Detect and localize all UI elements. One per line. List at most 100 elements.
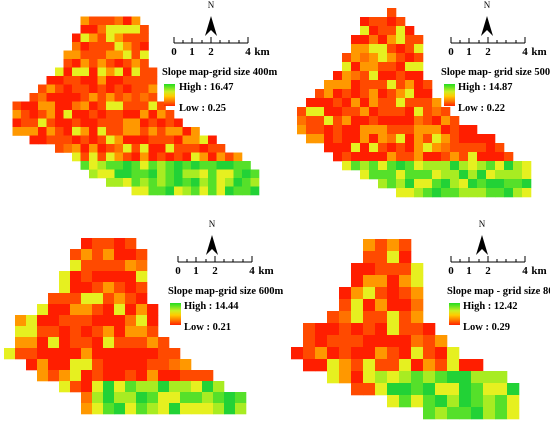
raster-cell: [495, 407, 508, 420]
raster-cell: [63, 84, 73, 94]
raster-cell: [471, 371, 484, 384]
raster-cell: [297, 107, 307, 117]
raster-cell: [169, 403, 181, 415]
raster-cell: [80, 76, 90, 85]
raster-cell: [369, 62, 379, 72]
raster-cell: [131, 178, 141, 187]
raster-cell: [46, 135, 56, 145]
raster-cell: [147, 304, 159, 316]
raster-cell: [399, 251, 412, 264]
raster-cell: [387, 89, 397, 99]
raster-cell: [80, 50, 90, 60]
raster-cell: [199, 169, 209, 179]
raster-cell: [114, 50, 124, 60]
raster-cell: [450, 179, 460, 189]
raster-cell: [208, 144, 217, 153]
raster-cell: [213, 381, 225, 393]
raster-cell: [89, 42, 98, 51]
raster-cell: [147, 370, 159, 382]
raster-cell: [123, 178, 132, 187]
raster-cell: [174, 127, 183, 136]
raster-cell: [26, 359, 38, 371]
scale-unit: km: [531, 46, 547, 58]
raster-cell: [59, 370, 71, 382]
raster-cell: [342, 125, 352, 135]
raster-cell: [131, 16, 141, 26]
raster-cell: [80, 110, 90, 119]
raster-cell: [315, 323, 328, 336]
raster-cell: [459, 152, 469, 162]
legend-title: Slope map-grid size 600m: [168, 286, 284, 297]
raster-cell: [369, 17, 379, 27]
raster-cell: [106, 93, 115, 102]
raster-cell: [70, 315, 82, 327]
raster-cell: [432, 170, 442, 180]
raster-cell: [140, 101, 149, 111]
raster-cell: [315, 134, 325, 144]
raster-cell: [396, 170, 406, 180]
raster-cell: [80, 25, 90, 34]
raster-cell: [432, 98, 442, 108]
legend-high: High : 14.87: [458, 82, 513, 93]
raster-cell: [182, 186, 192, 196]
raster-cell: [136, 271, 148, 283]
raster-cell: [140, 178, 149, 187]
raster-cell: [432, 161, 442, 171]
raster-cell: [315, 98, 325, 108]
raster-cell: [148, 127, 158, 136]
raster-cell: [59, 293, 71, 305]
raster-cell: [97, 101, 107, 111]
raster-cell: [405, 161, 415, 171]
raster-cell: [136, 359, 148, 371]
raster-cell: [405, 116, 415, 126]
raster-cell: [72, 50, 81, 60]
raster-cell: [29, 118, 39, 128]
raster-cell: [387, 125, 397, 135]
raster-cell: [165, 135, 175, 145]
raster-cell: [80, 16, 90, 26]
legend-low: Low : 0.21: [184, 322, 231, 333]
raster-cell: [351, 287, 364, 300]
raster-cell: [360, 116, 370, 126]
raster-cell: [123, 50, 132, 60]
raster-cell: [12, 110, 22, 119]
raster-cell: [103, 293, 115, 305]
raster-cell: [459, 179, 469, 189]
map-panel-400m: N 0 1 2 4 km Slope map-grid size 400m Hi…: [0, 0, 277, 218]
raster-cell: [147, 315, 159, 327]
raster-cell: [97, 33, 107, 43]
raster-cell: [80, 161, 90, 170]
raster-cell: [48, 293, 60, 305]
raster-cell: [12, 118, 22, 128]
raster-cell: [174, 118, 183, 128]
raster-cell: [242, 178, 251, 187]
raster-cell: [468, 152, 478, 162]
raster-cell: [363, 251, 376, 264]
raster-cell: [423, 161, 433, 171]
raster-cell: [399, 239, 412, 252]
raster-cell: [396, 143, 406, 153]
raster-cell: [182, 144, 192, 153]
raster-cell: [522, 161, 532, 171]
raster-cell: [216, 178, 226, 187]
raster-cell: [225, 152, 234, 162]
raster-cell: [114, 282, 126, 294]
raster-cell: [80, 93, 90, 102]
raster-cell: [97, 110, 107, 119]
raster-cell: [468, 179, 478, 189]
raster-cell: [106, 127, 115, 136]
raster-cell: [123, 101, 132, 111]
raster-cell: [136, 403, 148, 415]
raster-cell: [351, 335, 364, 348]
raster-cell: [423, 170, 433, 180]
raster-cell: [414, 44, 424, 54]
raster-cell: [63, 76, 73, 85]
raster-cell: [114, 348, 126, 360]
raster-cell: [378, 125, 388, 135]
raster-cell: [250, 169, 260, 179]
raster-cell: [97, 152, 107, 162]
scale-tick-0: 0: [448, 46, 454, 58]
raster-cell: [80, 42, 90, 51]
raster-cell: [351, 107, 361, 117]
raster-cell: [327, 323, 340, 336]
